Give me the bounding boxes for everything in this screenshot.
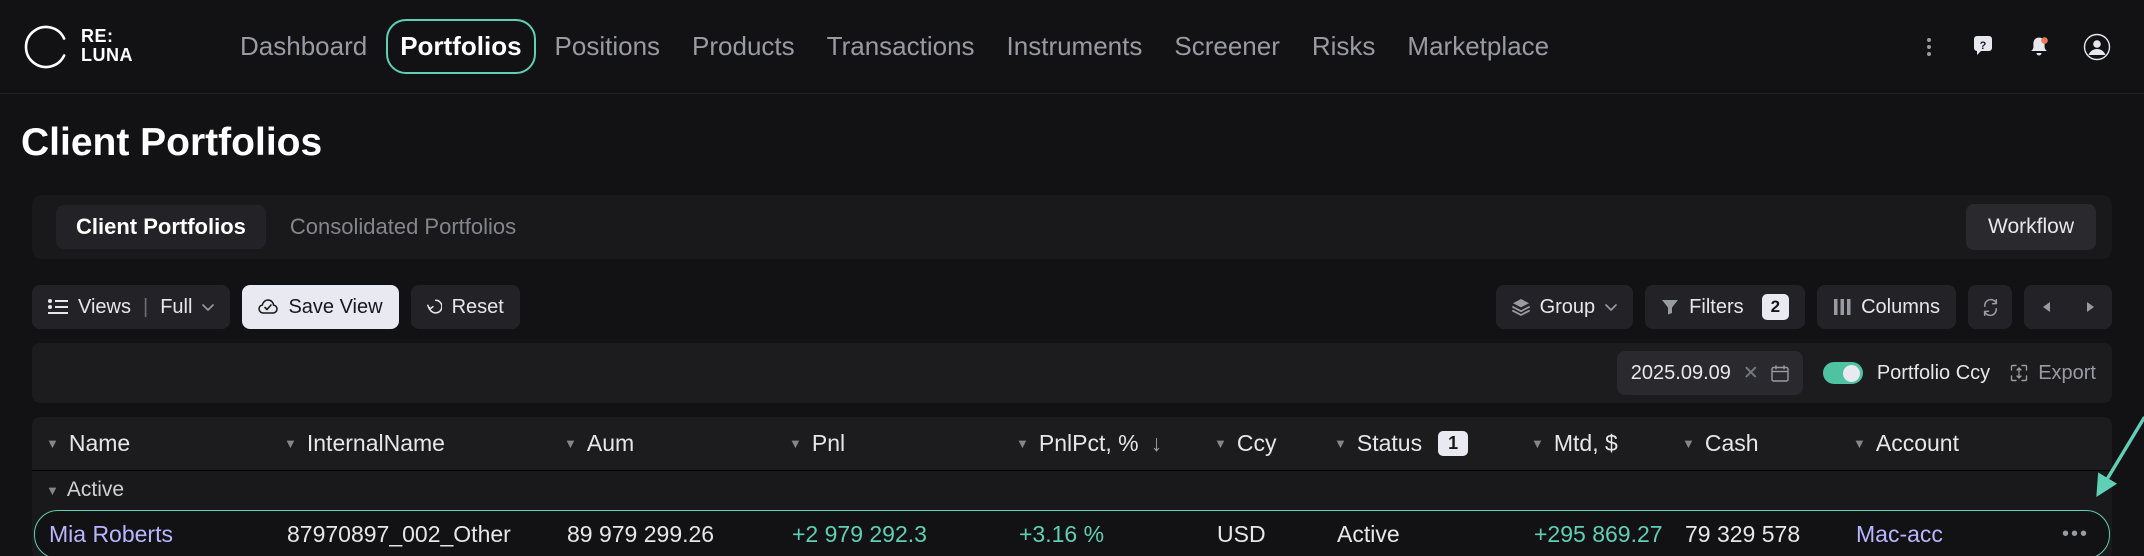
svg-text:?: ? — [1980, 40, 1987, 52]
